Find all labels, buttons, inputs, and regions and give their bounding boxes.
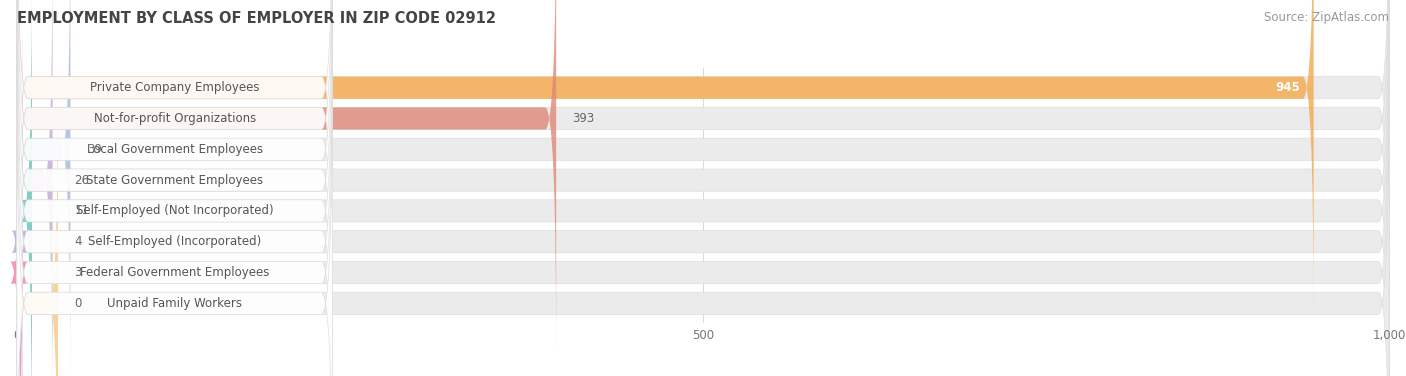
FancyBboxPatch shape [17,0,1389,323]
FancyBboxPatch shape [17,0,1389,376]
Text: 0: 0 [75,297,82,310]
FancyBboxPatch shape [17,0,32,376]
Text: Self-Employed (Incorporated): Self-Employed (Incorporated) [89,235,262,248]
FancyBboxPatch shape [17,0,332,354]
Text: 26: 26 [75,174,90,186]
FancyBboxPatch shape [17,0,332,376]
FancyBboxPatch shape [17,37,1389,376]
FancyBboxPatch shape [17,0,1389,354]
FancyBboxPatch shape [17,6,332,376]
Text: State Government Employees: State Government Employees [86,174,263,186]
Text: Federal Government Employees: Federal Government Employees [80,266,270,279]
Text: Self-Employed (Not Incorporated): Self-Employed (Not Incorporated) [76,205,274,217]
FancyBboxPatch shape [17,68,58,376]
Text: Private Company Employees: Private Company Employees [90,81,260,94]
FancyBboxPatch shape [17,6,1389,376]
FancyBboxPatch shape [10,37,28,376]
Text: Not-for-profit Organizations: Not-for-profit Organizations [94,112,256,125]
FancyBboxPatch shape [17,0,332,323]
FancyBboxPatch shape [17,37,332,376]
Text: 945: 945 [1275,81,1301,94]
Text: 3: 3 [75,266,82,279]
Text: Local Government Employees: Local Government Employees [87,143,263,156]
Text: 39: 39 [87,143,101,156]
Text: 393: 393 [572,112,595,125]
FancyBboxPatch shape [17,68,1389,376]
FancyBboxPatch shape [17,0,70,376]
FancyBboxPatch shape [11,6,28,376]
Text: EMPLOYMENT BY CLASS OF EMPLOYER IN ZIP CODE 02912: EMPLOYMENT BY CLASS OF EMPLOYER IN ZIP C… [17,11,496,26]
FancyBboxPatch shape [17,0,332,376]
Text: Source: ZipAtlas.com: Source: ZipAtlas.com [1264,11,1389,24]
FancyBboxPatch shape [17,0,557,354]
Text: Unpaid Family Workers: Unpaid Family Workers [107,297,242,310]
Text: 11: 11 [75,205,90,217]
FancyBboxPatch shape [17,0,1389,376]
Text: 4: 4 [75,235,82,248]
FancyBboxPatch shape [17,0,1313,323]
FancyBboxPatch shape [17,0,1389,376]
FancyBboxPatch shape [17,0,52,376]
FancyBboxPatch shape [17,68,332,376]
FancyBboxPatch shape [17,0,332,376]
